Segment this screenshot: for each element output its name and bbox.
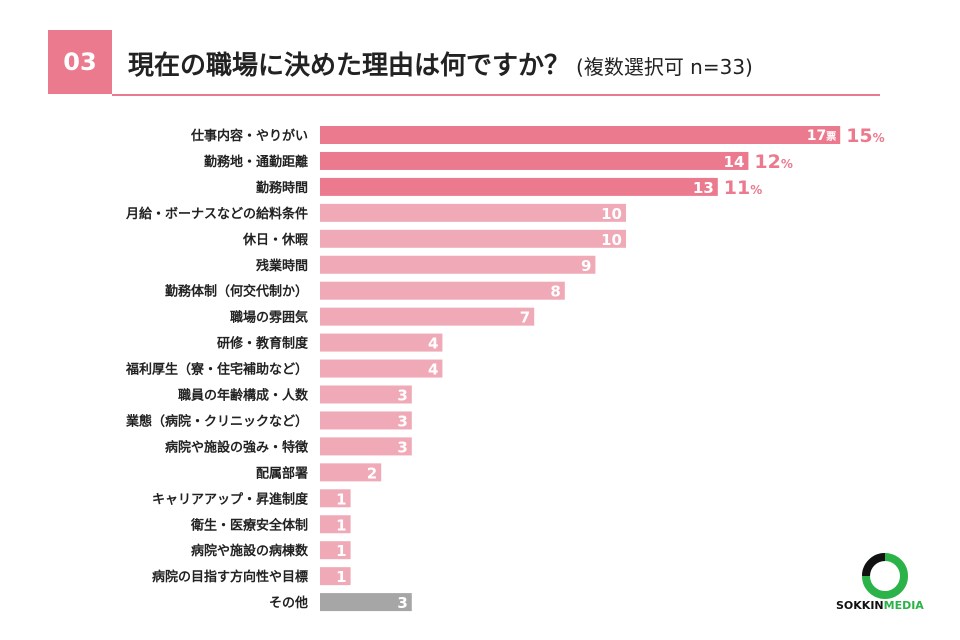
data-label: 1 (336, 542, 346, 560)
bar (320, 177, 718, 196)
percent-label: 15% (846, 125, 884, 147)
percent-label: 12% (754, 151, 792, 173)
category-label: 勤務時間 (256, 180, 308, 196)
bar (320, 126, 841, 144)
data-label: 9 (581, 257, 591, 275)
category-label: 配属部署 (256, 465, 308, 481)
chart-title-text: 現在の職場に決めた理由は何ですか？ (128, 51, 571, 81)
percent-label-unit: % (750, 183, 762, 197)
category-label: 職場の雰囲気 (230, 310, 308, 326)
data-label: 13 (693, 179, 714, 197)
percent-label-unit: % (781, 157, 793, 171)
chart-title: 現在の職場に決めた理由は何ですか？ (複数選択可 n=33) (128, 45, 753, 82)
category-label: 業態（病院・クリニックなど） (125, 413, 308, 429)
data-label: 8 (550, 283, 560, 301)
category-label: その他 (269, 595, 308, 611)
category-label: 休日・休暇 (242, 232, 308, 248)
bar (320, 333, 443, 352)
bar (320, 489, 351, 508)
percent-label-value: 12 (754, 151, 780, 173)
data-label: 3 (397, 387, 407, 405)
data-label: 3 (397, 438, 407, 456)
data-label: 4 (428, 335, 438, 353)
percent-label-value: 11 (724, 177, 750, 199)
bar (320, 385, 412, 404)
bar (320, 203, 626, 222)
category-label: 月給・ボーナスなどの給料条件 (125, 206, 308, 222)
sokkin-logo-icon (862, 553, 908, 599)
category-label: キャリアアップ・昇進制度 (152, 491, 309, 507)
category-label: 病院や施設の病棟数 (191, 543, 309, 559)
category-label: 勤務体制（何交代制か） (165, 284, 308, 300)
category-label: 勤務地・通勤距離 (204, 154, 308, 170)
bar (320, 515, 351, 534)
category-label: 職員の年齢構成・人数 (178, 388, 309, 404)
data-label: 7 (520, 309, 530, 327)
chart-subtitle: (複数選択可 n=33) (576, 55, 753, 79)
data-label: 17票 (807, 128, 836, 144)
bar (320, 437, 412, 456)
bar (320, 229, 626, 248)
bar (320, 359, 443, 378)
data-label: 3 (397, 594, 407, 612)
bar (320, 281, 565, 300)
bar (320, 411, 412, 430)
bar (320, 593, 412, 612)
bar (320, 151, 749, 170)
percent-label-value: 15 (846, 125, 872, 147)
data-label: 10 (601, 205, 622, 223)
bar (320, 255, 596, 274)
percent-label: 11% (724, 177, 762, 199)
bar (320, 307, 535, 326)
category-label: 病院や施設の強み・特徴 (165, 439, 309, 455)
data-label: 1 (336, 568, 346, 586)
data-label: 2 (367, 464, 377, 482)
bar (320, 541, 351, 560)
category-label: 病院の目指す方向性や目標 (152, 569, 308, 585)
chart-header: 03 現在の職場に決めた理由は何ですか？ (複数選択可 n=33) (48, 30, 880, 96)
data-label: 14 (724, 153, 745, 171)
data-label: 4 (428, 361, 438, 379)
category-label: 研修・教育制度 (217, 336, 309, 352)
category-label: 仕事内容・やりがい (190, 128, 308, 144)
bar (320, 463, 382, 482)
logo-text-a: SOKKIN (836, 599, 884, 612)
percent-label-unit: % (873, 131, 885, 145)
data-label-unit: 票 (826, 131, 836, 143)
question-number: 03 (48, 30, 112, 94)
data-label-value: 17 (807, 128, 826, 144)
header-rule (112, 94, 880, 96)
data-label: 10 (601, 231, 622, 249)
category-label: 残業時間 (256, 258, 308, 274)
logo-text-b: MEDIA (883, 599, 924, 612)
data-label: 1 (336, 490, 346, 508)
logo-text: SOKKINMEDIA (836, 599, 924, 612)
data-label: 3 (397, 412, 407, 430)
data-label: 1 (336, 516, 346, 534)
bar (320, 567, 351, 586)
category-label: 衛生・医療安全体制 (190, 517, 308, 533)
category-label: 福利厚生（寮・住宅補助など） (125, 362, 308, 378)
